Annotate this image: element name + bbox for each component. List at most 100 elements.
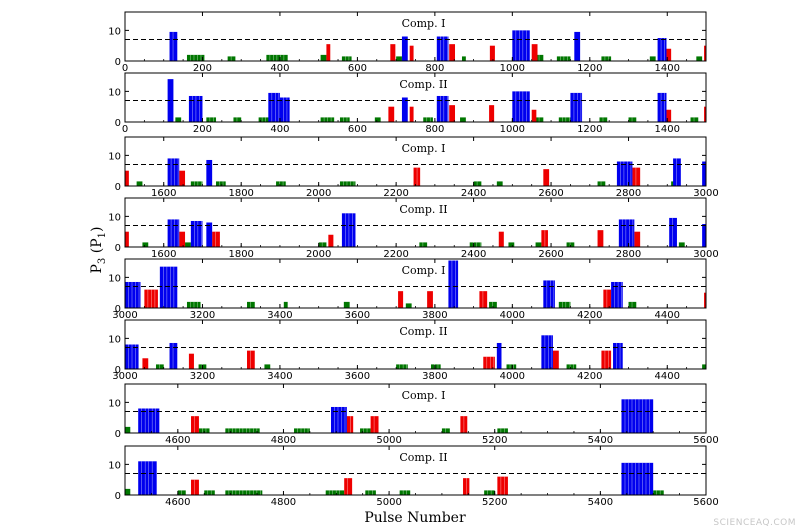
- x-tick-label: 1600: [151, 188, 176, 199]
- green-bar: [696, 56, 703, 61]
- red-bar: [247, 350, 255, 370]
- blue-bar: [159, 266, 178, 308]
- x-tick-label: 4600: [165, 435, 190, 446]
- blue-bar: [496, 342, 502, 369]
- x-tick-label: 3600: [345, 371, 370, 382]
- red-bar: [597, 230, 604, 247]
- green-bar: [339, 181, 356, 186]
- blue-bar: [621, 462, 654, 495]
- x-tick-label: 5200: [482, 497, 507, 508]
- x-tick-label: 0: [122, 124, 128, 135]
- red-bar: [603, 289, 612, 309]
- red-bar: [553, 350, 559, 370]
- x-tick-label: 2400: [461, 249, 486, 260]
- blue-bar: [401, 97, 408, 122]
- green-bar: [396, 56, 402, 61]
- green-bar: [566, 364, 577, 369]
- green-bar: [649, 56, 656, 61]
- x-tick-label: 200: [193, 124, 212, 135]
- watermark: SCIENCEAQ.COM: [713, 518, 796, 528]
- blue-bar: [702, 161, 706, 186]
- x-tick-label: 1800: [228, 249, 253, 260]
- y-tick-label: 0: [115, 182, 121, 193]
- red-bar: [704, 45, 706, 61]
- x-tick-label: 1800: [228, 188, 253, 199]
- x-tick-label: 5400: [588, 435, 613, 446]
- blue-bar: [621, 399, 654, 433]
- x-tick-label: 800: [425, 124, 444, 135]
- green-bar: [125, 488, 131, 496]
- red-bar: [449, 44, 456, 61]
- x-tick-label: 1400: [655, 124, 680, 135]
- x-tick-label: 2600: [538, 249, 563, 260]
- component-label: Comp. II: [399, 325, 447, 338]
- y-tick-label: 0: [115, 365, 121, 376]
- green-bar: [320, 54, 327, 62]
- green-bar: [190, 181, 203, 186]
- blue-bar: [330, 406, 347, 433]
- red-bar: [497, 476, 508, 496]
- blue-bar: [657, 92, 667, 122]
- red-bar: [483, 356, 495, 369]
- component-label: Comp. II: [399, 78, 447, 91]
- x-tick-label: 3000: [693, 249, 718, 260]
- green-bar: [258, 117, 271, 122]
- blue-bar: [167, 219, 180, 247]
- green-bar: [186, 54, 205, 62]
- green-bar: [469, 242, 482, 247]
- y-tick-label: 0: [115, 57, 121, 68]
- green-bar: [508, 242, 515, 247]
- blue-bar: [401, 36, 408, 61]
- x-tick-label: 1000: [500, 63, 525, 74]
- green-bar: [233, 117, 242, 122]
- y-axis-label-paren-sub: 1: [97, 232, 108, 238]
- x-tick-label: 4000: [500, 310, 525, 321]
- green-bar: [597, 181, 606, 186]
- green-bar: [558, 117, 571, 122]
- green-bar: [206, 117, 217, 122]
- blue-bar: [448, 260, 459, 308]
- red-bar: [191, 416, 199, 433]
- green-bar: [497, 428, 508, 433]
- x-tick-label: 1200: [577, 124, 602, 135]
- red-bar: [409, 45, 414, 61]
- red-bar: [704, 106, 706, 122]
- red-bar: [328, 234, 334, 247]
- red-bar: [390, 44, 396, 61]
- x-axis-label: Pulse Number: [364, 510, 466, 526]
- x-tick-label: 4200: [577, 310, 602, 321]
- y-tick-label: 10: [108, 334, 121, 345]
- y-axis-label-main: P: [89, 264, 105, 273]
- x-tick-label: 4000: [500, 371, 525, 382]
- green-bar: [276, 181, 286, 186]
- green-bar: [423, 117, 433, 122]
- green-bar: [702, 364, 706, 369]
- green-bar: [653, 490, 664, 495]
- red-bar: [632, 167, 641, 187]
- green-bar: [136, 181, 143, 186]
- blue-bar: [618, 219, 635, 247]
- red-bar: [479, 291, 488, 308]
- panel-2: 0 200 400 600 800 1000 1200 1400 0 10 Comp. II: [108, 72, 707, 135]
- green-bar: [678, 242, 685, 247]
- panel-6: 3000 3200 3400 3600 3800 4000 4200 4400 0 10 Comp.…: [108, 319, 707, 382]
- red-bar: [142, 358, 149, 369]
- x-tick-label: 600: [348, 63, 367, 74]
- red-bar: [191, 479, 199, 495]
- red-bar: [344, 478, 353, 495]
- red-bar: [388, 106, 395, 122]
- x-tick-label: 2800: [616, 188, 641, 199]
- component-label: Comp. II: [399, 203, 447, 216]
- green-bar: [374, 117, 381, 122]
- red-bar: [543, 169, 550, 186]
- red-bar: [398, 291, 404, 308]
- y-tick-label: 0: [115, 304, 121, 315]
- y-tick-label: 10: [108, 398, 121, 409]
- y-tick-label: 10: [108, 212, 121, 223]
- blue-bar: [702, 224, 706, 247]
- x-tick-label: 1400: [655, 63, 680, 74]
- green-bar: [339, 117, 350, 122]
- x-tick-label: 3400: [267, 371, 292, 382]
- green-bar: [473, 181, 482, 186]
